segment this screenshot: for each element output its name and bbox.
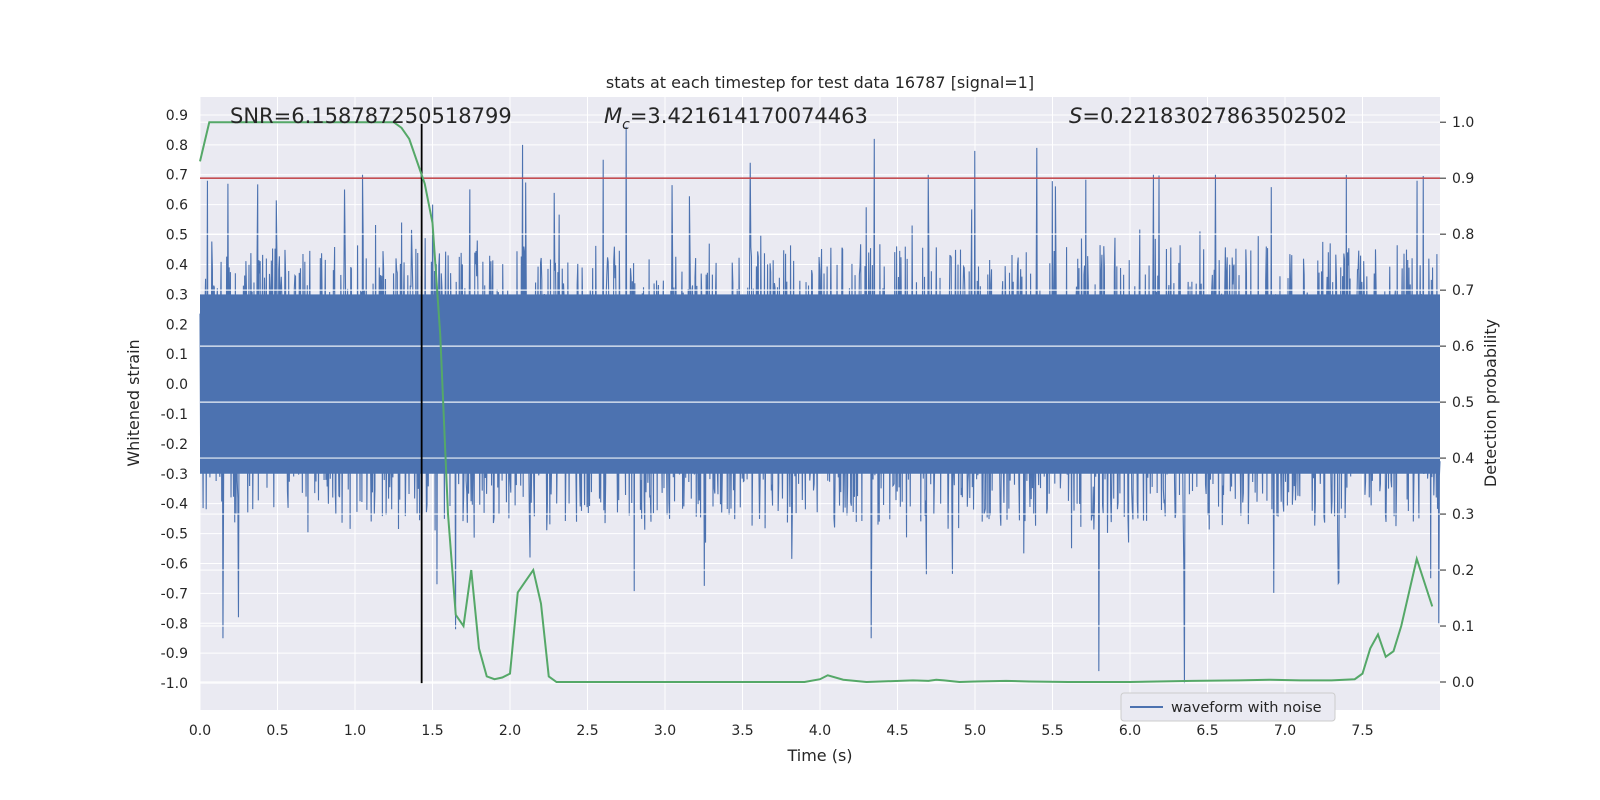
ticks: 0.0 0.5 1.0 1.5 2.0 2.5 3.0 3.5 4.0 4.5 5.0 5.5 6.0 6…	[161, 108, 1475, 739]
s-annotation: S=0.22183027863502502	[1069, 104, 1347, 128]
x-tick-label: 1.5	[421, 723, 443, 739]
y-tick-label: -1.0	[161, 676, 188, 692]
x-tick-label: 6.0	[1119, 723, 1141, 739]
y-tick-label: -0.2	[161, 437, 188, 453]
y-axis-label: Whitened strain	[124, 339, 143, 466]
y-tick-label: 0.5	[166, 228, 188, 244]
y2-tick-label: 0.0	[1452, 675, 1474, 691]
chirp-mass-symbol: M	[604, 104, 622, 128]
x-tick-label: 1.0	[344, 723, 366, 739]
y2-tick-label: 0.1	[1452, 619, 1474, 635]
x-tick-label: 3.0	[654, 723, 676, 739]
y2-tick-label: 0.9	[1452, 171, 1474, 187]
y2-tick-label: 0.7	[1452, 283, 1474, 299]
x-tick-label: 5.5	[1041, 723, 1063, 739]
y-tick-label: 0.6	[166, 198, 188, 214]
overlay	[199, 121, 1440, 684]
s-symbol: S	[1069, 104, 1082, 128]
chirp-mass-value: =3.421614170074463	[630, 104, 868, 128]
y-tick-label: -0.3	[161, 467, 188, 483]
chart-title: stats at each timestep for test data 167…	[606, 73, 1034, 92]
y2-tick-label: 0.2	[1452, 563, 1474, 579]
y-tick-label: 0.7	[166, 168, 188, 184]
legend: waveform with noise	[1120, 692, 1336, 722]
y-tick-label: 0.4	[166, 257, 188, 273]
x-tick-label: 6.5	[1196, 723, 1218, 739]
y2-tick-label: 1.0	[1452, 115, 1474, 131]
y2-tick-label: 0.6	[1452, 339, 1474, 355]
x-tick-label: 4.5	[886, 723, 908, 739]
y-tick-label: 0.1	[166, 347, 188, 363]
x-axis-label: Time (s)	[786, 746, 852, 765]
y-tick-label: 0.0	[166, 377, 188, 393]
x-tick-label: 5.0	[964, 723, 986, 739]
y2-axis-label: Detection probability	[1481, 319, 1500, 487]
y-tick-label: -0.7	[161, 586, 188, 602]
chirp-mass-annotation: Mc=3.421614170074463	[604, 104, 868, 133]
y2-tick-label: 0.3	[1452, 507, 1474, 523]
y-tick-label: 0.3	[166, 287, 188, 303]
x-tick-label: 7.5	[1351, 723, 1373, 739]
waveform-core-band	[200, 294, 1440, 474]
legend-box	[1120, 692, 1336, 722]
legend-label: waveform with noise	[1171, 700, 1322, 716]
chirp-mass-subscript: c	[622, 117, 630, 133]
y-tick-label: -0.8	[161, 616, 188, 632]
y-tick-label: 0.9	[166, 108, 188, 124]
y2-tick-label: 0.8	[1452, 227, 1474, 243]
snr-annotation: SNR=6.158787250518799	[230, 104, 512, 128]
y-tick-label: 0.8	[166, 138, 188, 154]
x-tick-label: 4.0	[809, 723, 831, 739]
x-tick-label: 7.0	[1274, 723, 1296, 739]
y-tick-label: -0.1	[161, 407, 188, 423]
y2-tick-label: 0.4	[1452, 451, 1474, 467]
x-tick-label: 0.5	[266, 723, 288, 739]
s-value: =0.22183027863502502	[1082, 104, 1347, 128]
x-tick-label: 3.5	[731, 723, 753, 739]
probability-line	[199, 121, 1434, 684]
y-tick-label: -0.5	[161, 527, 188, 543]
y-tick-label: -0.6	[161, 556, 188, 572]
y-tick-label: -0.4	[161, 497, 188, 513]
x-tick-label: 0.0	[189, 723, 211, 739]
y-tick-label: -0.9	[161, 646, 188, 662]
x-tick-label: 2.5	[576, 723, 598, 739]
y2-tick-label: 0.5	[1452, 395, 1474, 411]
x-tick-label: 2.0	[499, 723, 521, 739]
waveform-series	[199, 126, 1441, 684]
y-tick-label: 0.2	[166, 317, 188, 333]
